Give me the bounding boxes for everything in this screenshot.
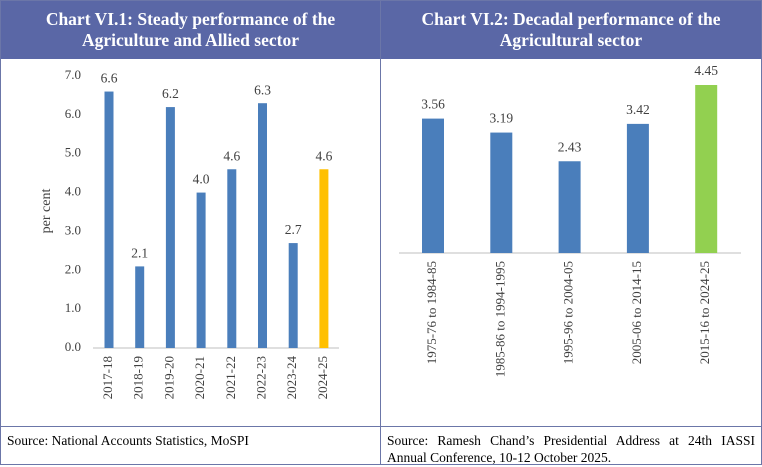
bar <box>227 169 237 348</box>
x-tick-label: 2005-06 to 2014-15 <box>629 261 644 364</box>
y-tick-label: 7.0 <box>65 67 81 82</box>
bar <box>135 266 145 348</box>
bar <box>422 118 444 253</box>
y-tick-label: 5.0 <box>65 145 81 160</box>
y-tick-label: 6.0 <box>65 106 81 121</box>
bar <box>104 91 114 349</box>
source: Source: Ramesh Chand’s Presidential Addr… <box>381 426 761 465</box>
value-label: 6.3 <box>254 82 271 97</box>
x-tick-label: 2023-24 <box>284 356 299 400</box>
x-tick-label: 2024-25 <box>315 356 330 399</box>
chart: 0.0 1.0 2.0 3.0 4.0 5.0 6.0 7.0 per cent 6.6 2017-… <box>39 67 339 400</box>
value-label: 3.42 <box>626 102 650 117</box>
x-tick-label: 2021-22 <box>223 356 238 399</box>
x-tick-label: 2020-21 <box>192 356 207 399</box>
x-tick-label: 2015-16 to 2024-25 <box>697 261 712 364</box>
y-tick-label: 3.0 <box>65 222 81 237</box>
y-tick-label: 0.0 <box>65 339 81 354</box>
bar <box>558 161 581 253</box>
x-tick-label: 2018-19 <box>131 356 146 399</box>
panel: Chart VI.2: Decadal performance of the A… <box>380 0 762 465</box>
value-label: 3.19 <box>489 111 513 126</box>
x-tick-label: 2019-20 <box>161 356 176 399</box>
source: Source: National Accounts Statistics, Mo… <box>1 426 380 464</box>
value-label: 6.2 <box>162 86 179 101</box>
chart-title: Chart VI.2: Decadal performance of the A… <box>381 1 761 59</box>
value-label: 4.6 <box>223 148 240 163</box>
bar <box>196 192 206 348</box>
value-label: 4.6 <box>315 148 332 163</box>
x-tick-label: 1995-96 to 2004-05 <box>561 261 576 364</box>
y-tick-label: 2.0 <box>65 261 81 276</box>
value-label: 4.0 <box>193 172 210 187</box>
value-label: 2.1 <box>131 245 148 260</box>
chart: 3.56 1975-76 to 1984-85 3.19 1985-86 to 199… <box>399 63 741 377</box>
y-axis-label: per cent <box>39 189 54 234</box>
bar <box>490 132 513 253</box>
y-tick-label: 4.0 <box>65 184 81 199</box>
y-tick-label: 1.0 <box>65 300 81 315</box>
bar <box>626 123 649 253</box>
x-tick-label: 1985-86 to 1994-1995 <box>492 261 507 377</box>
value-label: 4.45 <box>694 63 718 78</box>
bar <box>319 169 329 348</box>
value-label: 2.7 <box>285 222 302 237</box>
x-tick-label: 1975-76 to 1984-85 <box>424 261 439 364</box>
x-tick-label: 2022-23 <box>253 356 268 399</box>
bar <box>165 107 175 348</box>
x-tick-label: 2017-18 <box>100 356 115 399</box>
bar <box>695 85 718 253</box>
value-label: 2.43 <box>558 139 582 154</box>
bar <box>258 103 267 348</box>
value-label: 6.6 <box>101 71 118 86</box>
bar <box>288 243 298 348</box>
chart-title: Chart VI.1: Steady performance of the Ag… <box>1 1 380 59</box>
panel: Chart VI.1: Steady performance of the Ag… <box>0 0 381 465</box>
value-label: 3.56 <box>421 97 445 112</box>
